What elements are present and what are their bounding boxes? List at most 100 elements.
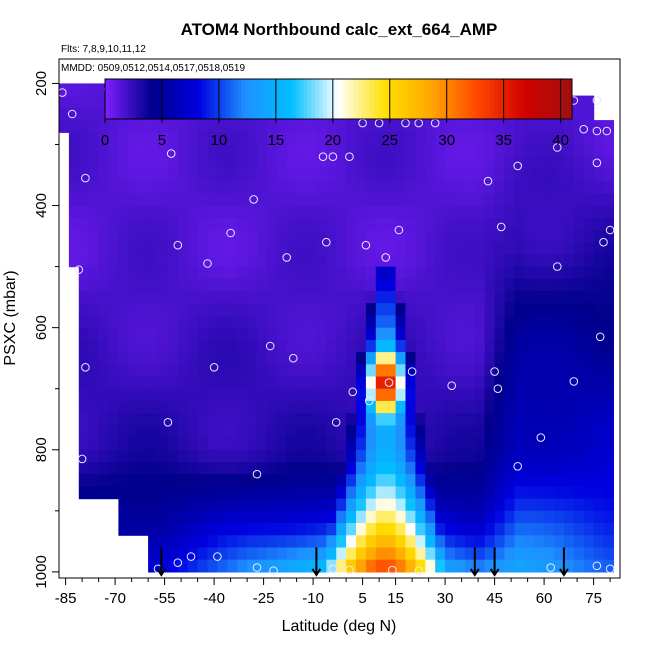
heatmap-cell	[385, 449, 397, 463]
heatmap-cell	[128, 120, 139, 133]
heatmap-cell	[266, 156, 278, 170]
colorbar-segment	[268, 79, 273, 119]
heatmap-cell	[356, 388, 367, 402]
heatmap-cell	[227, 315, 238, 329]
heatmap-cell	[316, 559, 327, 573]
heatmap-cell	[296, 400, 308, 414]
heatmap-cell	[257, 559, 268, 573]
heatmap-cell	[286, 535, 298, 549]
heatmap-cell	[118, 156, 129, 170]
colorbar-segment	[342, 79, 347, 119]
heatmap-cell	[158, 474, 169, 487]
heatmap-cell	[554, 510, 565, 524]
heatmap-cell	[108, 462, 119, 475]
heatmap-cell	[474, 462, 486, 475]
heatmap-cell	[167, 266, 179, 280]
heatmap-cell	[336, 425, 347, 439]
heatmap-cell	[207, 278, 218, 292]
heatmap-cell	[603, 181, 614, 194]
heatmap-cell	[336, 535, 347, 549]
heatmap-cell	[187, 156, 199, 170]
heatmap-cell	[148, 120, 159, 133]
heatmap-cell	[593, 388, 605, 402]
heatmap-cell	[484, 523, 496, 536]
heatmap-cell	[197, 413, 209, 426]
y-tick-label: 1000	[33, 555, 50, 588]
heatmap-cell	[573, 181, 585, 194]
heatmap-cell	[573, 230, 585, 243]
heatmap-cell	[138, 437, 149, 451]
heatmap-cell	[266, 449, 278, 463]
heatmap-cell	[504, 254, 515, 268]
heatmap-cell	[276, 535, 288, 549]
heatmap-cell	[425, 278, 436, 292]
heatmap-cell	[227, 498, 238, 512]
heatmap-cell	[217, 132, 228, 146]
heatmap-cell	[286, 510, 298, 524]
heatmap-cell	[138, 352, 149, 365]
heatmap-cell	[385, 254, 397, 268]
colorbar-segment	[210, 79, 215, 119]
heatmap-cell	[286, 156, 298, 170]
heatmap-cell	[534, 388, 545, 402]
heatmap-cell	[445, 132, 456, 146]
heatmap-cell	[108, 254, 119, 268]
heatmap-cell	[336, 254, 347, 268]
heatmap-cell	[197, 120, 209, 133]
heatmap-cell	[405, 352, 416, 365]
heatmap-cell	[464, 144, 476, 158]
heatmap-cell	[148, 193, 159, 207]
colorbar-segment	[428, 79, 433, 119]
heatmap-cell	[88, 462, 100, 475]
heatmap-cell	[464, 132, 476, 146]
heatmap-cell	[603, 327, 614, 341]
heatmap-cell	[78, 425, 90, 439]
heatmap-cell	[227, 266, 238, 280]
heatmap-cell	[316, 462, 327, 475]
heatmap-cell	[138, 278, 149, 292]
heatmap-cell	[365, 193, 377, 207]
heatmap-cell	[207, 120, 218, 133]
heatmap-cell	[365, 498, 377, 512]
heatmap-cell	[167, 352, 179, 365]
heatmap-cell	[346, 144, 357, 158]
heatmap-cell	[583, 120, 595, 133]
heatmap-cell	[88, 144, 100, 158]
heatmap-cell	[88, 327, 100, 341]
heatmap-cell	[286, 205, 298, 219]
heatmap-cell	[316, 156, 327, 170]
heatmap-cell	[306, 168, 317, 182]
sample-point	[203, 259, 212, 268]
heatmap-cell	[534, 205, 545, 219]
heatmap-cell	[425, 400, 436, 414]
heatmap-cell	[197, 462, 209, 475]
dates-subtitle: MMDD: 0509,0512,0514,0517,0518,0519	[61, 63, 245, 74]
heatmap-cell	[266, 144, 278, 158]
heatmap-cell	[494, 242, 506, 255]
heatmap-cell	[257, 144, 268, 158]
colorbar-segment	[478, 79, 483, 119]
heatmap-cell	[474, 364, 486, 378]
colorbar-tick-label: 25	[381, 132, 398, 149]
heatmap-cell	[504, 376, 515, 390]
heatmap-cell	[88, 449, 100, 463]
heatmap-cell	[425, 547, 436, 561]
heatmap-cell	[177, 547, 189, 561]
heatmap-cell	[316, 327, 327, 341]
sample-point	[322, 237, 331, 247]
heatmap-cell	[494, 144, 506, 158]
heatmap-cell	[554, 315, 565, 329]
heatmap-cell	[603, 413, 614, 426]
heatmap-cell	[316, 266, 327, 280]
heatmap-cell	[266, 315, 278, 329]
heatmap-cell	[296, 120, 308, 133]
heatmap-cell	[425, 327, 436, 341]
heatmap-cell	[158, 156, 169, 170]
heatmap-cell	[286, 181, 298, 194]
heatmap-cell	[583, 315, 595, 329]
heatmap-cell	[524, 462, 535, 475]
heatmap-cell	[346, 425, 357, 439]
heatmap-cell	[534, 535, 545, 549]
heatmap-cell	[276, 498, 288, 512]
heatmap-cell	[455, 339, 466, 353]
